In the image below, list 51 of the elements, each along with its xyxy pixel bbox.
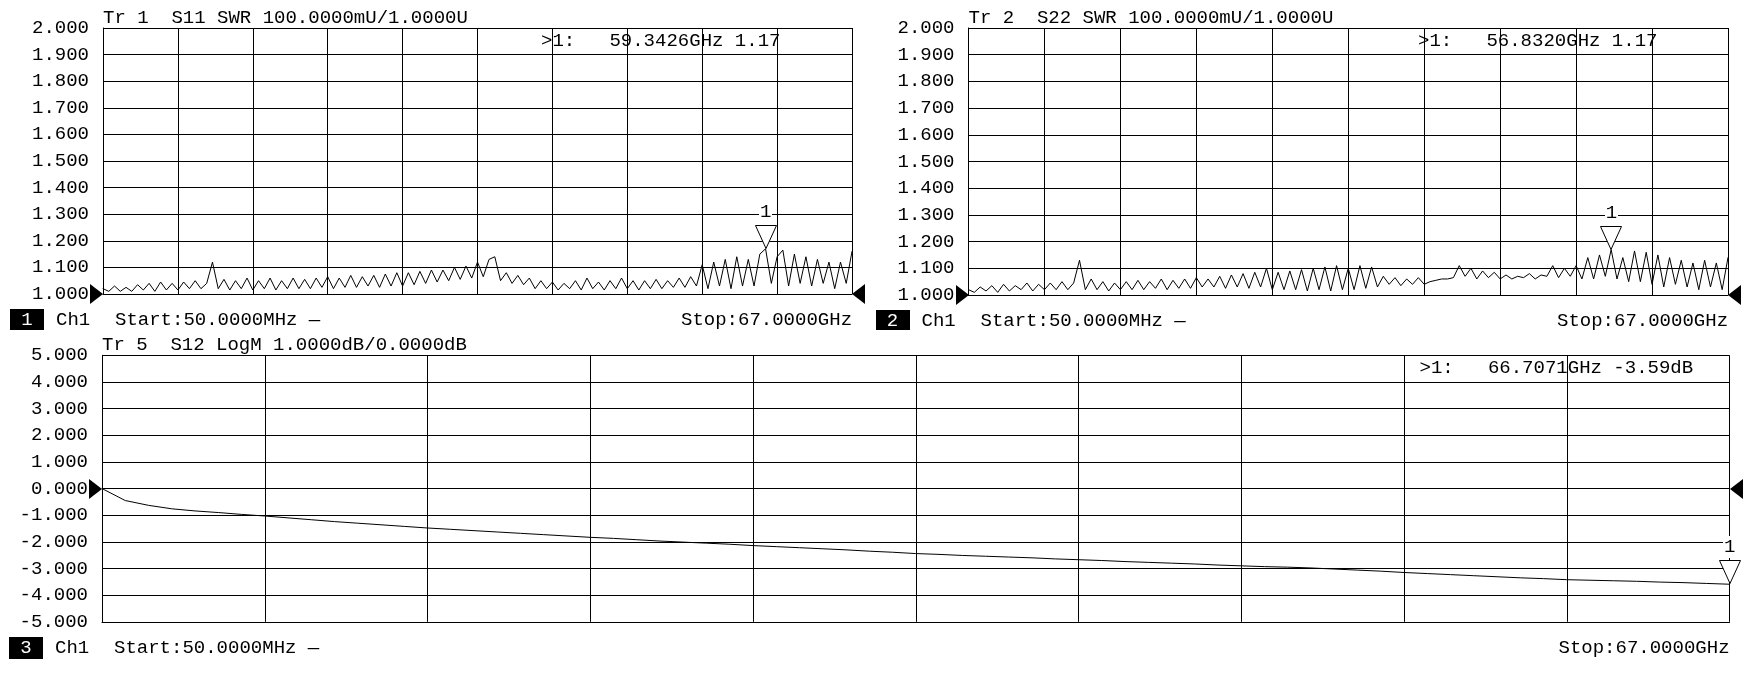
y-tick-label: 5.000 xyxy=(30,344,88,367)
annotation: 1 xyxy=(1723,536,1737,559)
text: 2 xyxy=(875,310,910,332)
y-tick-label: -2.000 xyxy=(19,530,88,553)
y-tick-label: 1.000 xyxy=(897,284,955,306)
text: Stop:67.0000GHz xyxy=(1557,310,1729,332)
y-tick-label: 1.400 xyxy=(897,177,955,200)
y-tick-label: 3.000 xyxy=(30,397,88,420)
y-tick-label: 1.300 xyxy=(31,203,89,226)
text: Stop:67.0000GHz xyxy=(681,309,853,331)
text: Start:50.0000MHz — xyxy=(114,636,320,659)
y-tick-label: 0.000 xyxy=(30,477,88,500)
annotation: 1 xyxy=(759,200,773,223)
text: Ch1 xyxy=(56,309,91,331)
text: Ch1 xyxy=(921,310,956,332)
y-tick-label: 2.000 xyxy=(897,17,955,39)
y-tick-label: 1.800 xyxy=(31,70,89,93)
y-tick-label: 1.800 xyxy=(897,70,955,93)
y-tick-label: -3.000 xyxy=(19,557,88,580)
y-tick-label: 1.900 xyxy=(31,43,89,66)
y-tick-label: 1.000 xyxy=(30,450,88,473)
y-tick-label: 2.000 xyxy=(31,17,89,39)
y-tick-label: -4.000 xyxy=(19,584,88,607)
y-tick-label: -1.000 xyxy=(19,504,88,527)
text: Start:50.0000MHz — xyxy=(980,310,1186,332)
y-tick-label: 4.000 xyxy=(30,370,88,393)
y-tick-label: 1.000 xyxy=(31,283,89,305)
chart-title: Tr 2 S22 SWR 100.0000mU/1.0000U xyxy=(968,6,1334,29)
y-tick-label: 1.100 xyxy=(31,256,89,279)
y-tick-label: 2.000 xyxy=(30,424,88,447)
y-tick-label: 1.600 xyxy=(31,123,89,146)
text: Start:50.0000MHz — xyxy=(115,309,321,331)
y-tick-label: 1.100 xyxy=(897,257,955,280)
y-tick-label: 1.900 xyxy=(897,43,955,66)
y-tick-label: 1.600 xyxy=(897,123,955,146)
y-tick-label: 1.200 xyxy=(31,229,89,252)
text: 3 xyxy=(9,636,43,659)
chart-title: Tr 5 S12 LogM 1.0000dB/0.0000dB xyxy=(102,333,467,356)
y-tick-label: 1.400 xyxy=(31,176,89,199)
y-tick-label: 1.200 xyxy=(897,230,955,253)
text: 1 xyxy=(10,309,44,331)
y-tick-label: 1.700 xyxy=(897,97,955,120)
chart-title: Tr 1 S11 SWR 100.0000mU/1.0000U xyxy=(103,6,468,29)
y-tick-label: -5.000 xyxy=(19,610,88,633)
y-tick-label: 1.300 xyxy=(897,203,955,226)
y-tick-label: 1.500 xyxy=(31,150,89,172)
annotation: 1 xyxy=(1604,201,1619,224)
text: Stop:67.0000GHz xyxy=(1558,636,1730,659)
y-tick-label: 1.700 xyxy=(31,96,89,119)
text: Ch1 xyxy=(55,636,90,659)
y-tick-label: 1.500 xyxy=(897,150,955,173)
